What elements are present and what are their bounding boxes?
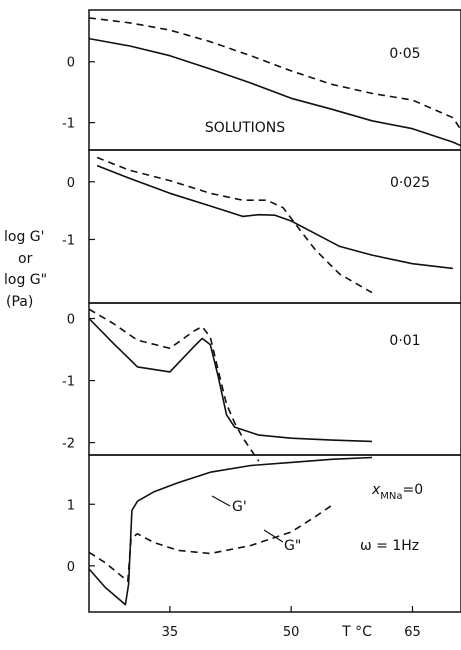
x-axis: 35 50 65 T °C [162, 624, 421, 640]
panel-concentration-001: 0·01 0 -1 -2 [62, 302, 461, 462]
x-mna-label: xMNa=0 [371, 482, 423, 502]
y-tick-label: 0 [67, 56, 75, 71]
y-tick-label: 0 [67, 313, 75, 328]
x-symbol: x [371, 482, 381, 498]
y-tick-label: -1 [62, 233, 75, 248]
x-axis-title: T °C [341, 624, 372, 640]
y-tick-label: 0 [67, 176, 75, 191]
panel-frame [88, 454, 461, 613]
panel-concentration-0: G' G" xMNa=0 ω = 1Hz 1 0 [67, 454, 461, 613]
panel-concentration-0025: 0·025 0 -1 [62, 149, 461, 304]
series-line-g-double-prime [88, 17, 461, 131]
g-prime-pointer [211, 495, 231, 507]
series-line-g-double-prime [88, 308, 260, 462]
panel-concentration-005: 0·05 SOLUTIONS 0 -1 [62, 9, 461, 151]
y-tick-label: -2 [62, 437, 75, 452]
y-axis-title-line: or [18, 250, 33, 267]
x-mna-value: =0 [403, 482, 424, 498]
g-double-prime-pointer [263, 529, 284, 543]
concentration-label: 0·025 [390, 175, 430, 191]
frequency-label: ω = 1Hz [360, 538, 419, 554]
g-double-prime-label: G" [284, 538, 301, 554]
y-axis-title-line: (Pa) [6, 294, 34, 311]
concentration-label: 0·01 [389, 333, 420, 349]
concentration-label: 0·05 [389, 46, 420, 62]
series-line-g-prime [88, 317, 373, 443]
x-tick-label: 50 [283, 625, 300, 640]
x-tick-label: 35 [162, 625, 179, 640]
series-line-g-double-prime [88, 504, 333, 582]
series-line-g-double-prime [96, 156, 373, 294]
g-prime-label: G' [232, 499, 247, 515]
y-axis-title: log G' or log G" (Pa) [4, 227, 47, 314]
y-tick-label: 1 [67, 498, 75, 513]
y-tick-label: 0 [67, 560, 75, 575]
x-tick-label: 65 [404, 625, 421, 640]
y-axis-title-line: log G' [4, 229, 45, 245]
y-axis-title-line: log G" [4, 272, 48, 289]
y-tick-label: -1 [62, 117, 75, 132]
series-line-g-prime [88, 37, 461, 147]
solutions-label: SOLUTIONS [205, 120, 285, 136]
mna-subscript: MNa [380, 491, 402, 502]
panel-frame [88, 302, 461, 456]
series-line-g-prime [96, 164, 453, 270]
series-line-g-prime [88, 456, 373, 606]
panel-frame [88, 149, 461, 304]
y-tick-label: -1 [62, 375, 75, 390]
